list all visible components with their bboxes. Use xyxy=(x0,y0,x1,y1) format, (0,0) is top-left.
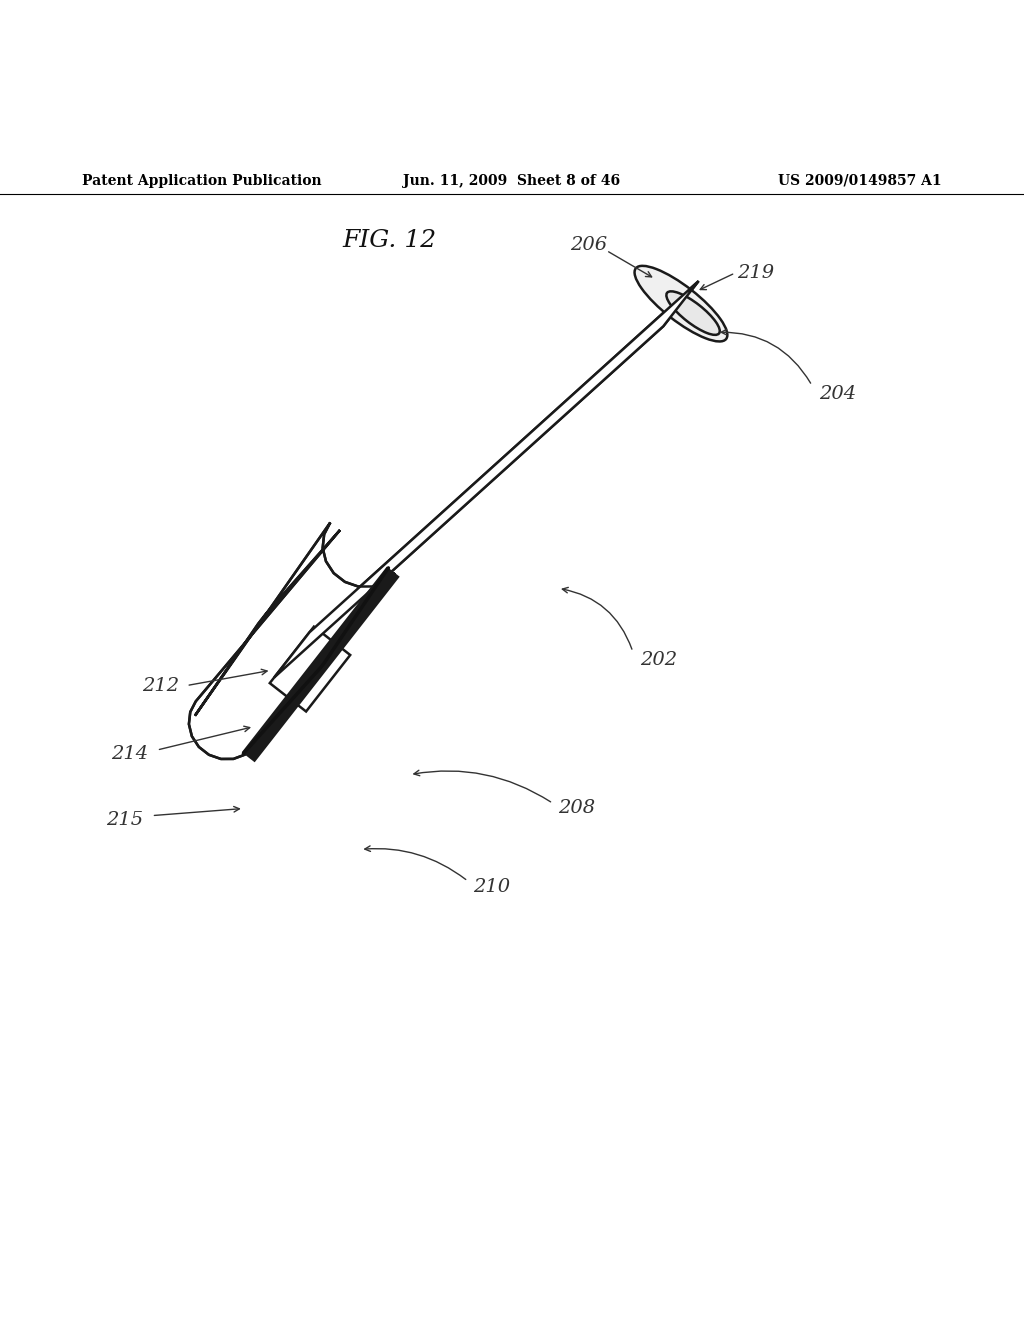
Ellipse shape xyxy=(635,265,727,342)
Ellipse shape xyxy=(667,292,720,335)
Text: Patent Application Publication: Patent Application Publication xyxy=(82,174,322,187)
Text: 212: 212 xyxy=(142,677,179,694)
Text: 215: 215 xyxy=(106,810,143,829)
Text: 204: 204 xyxy=(819,384,856,403)
Text: 214: 214 xyxy=(112,746,148,763)
Polygon shape xyxy=(274,281,698,677)
Text: 206: 206 xyxy=(570,236,607,255)
Text: FIG. 12: FIG. 12 xyxy=(342,228,436,252)
Polygon shape xyxy=(188,523,395,759)
Text: Jun. 11, 2009  Sheet 8 of 46: Jun. 11, 2009 Sheet 8 of 46 xyxy=(403,174,621,187)
Text: 208: 208 xyxy=(558,800,595,817)
Polygon shape xyxy=(269,627,350,711)
Text: US 2009/0149857 A1: US 2009/0149857 A1 xyxy=(778,174,942,187)
Polygon shape xyxy=(242,566,399,763)
Text: 202: 202 xyxy=(640,651,677,669)
Text: 210: 210 xyxy=(473,878,510,896)
Text: 219: 219 xyxy=(737,264,774,282)
Polygon shape xyxy=(274,281,698,677)
